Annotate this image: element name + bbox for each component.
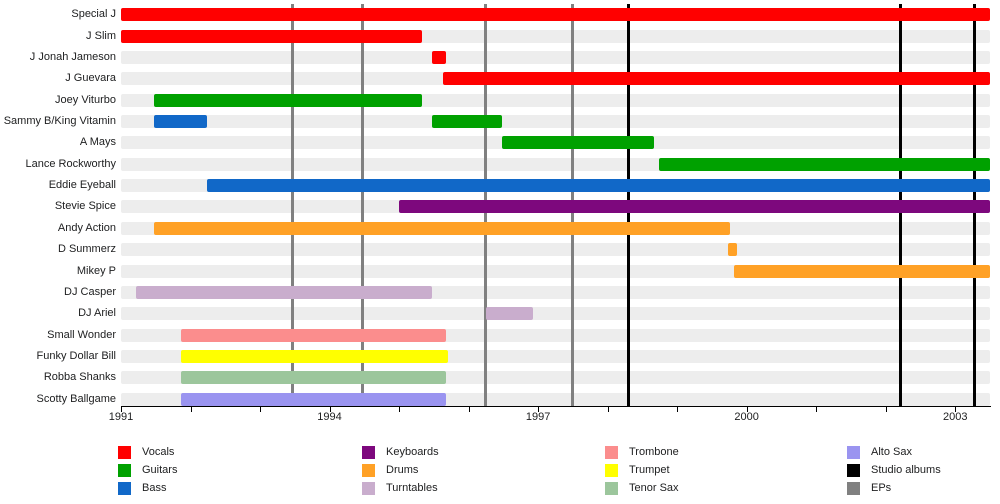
axis-tick xyxy=(885,407,887,412)
axis-tick xyxy=(816,407,818,412)
axis-tick xyxy=(538,407,540,412)
axis-tick xyxy=(260,407,262,412)
axis-tick xyxy=(121,407,122,412)
member-label-lance-rockworthy: Lance Rockworthy xyxy=(25,157,117,170)
member-label-eddie-eyeball: Eddie Eyeball xyxy=(48,179,116,192)
member-label-scotty-ballgame: Scotty Ballgame xyxy=(36,392,116,405)
timeline-bar-vocals xyxy=(121,8,990,22)
axis-tick xyxy=(399,407,401,412)
axis-tick xyxy=(746,407,748,412)
row-stripe xyxy=(121,243,990,257)
timeline-bar-drums xyxy=(727,243,737,257)
legend-swatch-vocals xyxy=(118,446,131,459)
legend-swatch-turntables xyxy=(362,482,375,495)
legend-swatch-trumpet xyxy=(605,464,618,477)
timeline-bar-alto_sax xyxy=(181,392,446,406)
axis-tick xyxy=(468,407,470,412)
member-label-joey-viturbo: Joey Viturbo xyxy=(55,93,116,106)
axis-tick xyxy=(190,407,192,412)
row-stripe xyxy=(121,50,990,64)
legend-label-keyboards: Keyboards xyxy=(386,446,439,458)
member-label-j-jonah-jameson: J Jonah Jameson xyxy=(29,50,116,63)
member-label-stevie-spice: Stevie Spice xyxy=(54,200,116,213)
legend-label-eps: EPs xyxy=(871,482,892,494)
member-label-funky-dollar-bill: Funky Dollar Bill xyxy=(36,349,116,362)
timeline-bar-guitars xyxy=(153,93,423,107)
legend-swatch-eps xyxy=(847,482,860,495)
legend-label-trumpet: Trumpet xyxy=(629,464,670,476)
axis-year-label: 1991 xyxy=(108,411,134,423)
timeline-bar-tenor_sax xyxy=(181,371,446,385)
legend-swatch-guitars xyxy=(118,464,131,477)
timeline-bar-drums xyxy=(734,264,990,278)
member-label-sammy-b-king-vitamin: Sammy B/King Vitamin xyxy=(3,114,116,127)
timeline-bar-keyboards xyxy=(399,200,990,214)
timeline-bar-guitars xyxy=(501,136,654,150)
timeline-bar-vocals xyxy=(121,29,423,43)
ep-release-line xyxy=(291,4,295,406)
timeline-bar-turntables xyxy=(136,285,433,299)
timeline-bar-drums xyxy=(153,221,730,235)
legend-label-studio-albums: Studio albums xyxy=(871,464,941,476)
legend-label-alto-sax: Alto Sax xyxy=(871,446,912,458)
legend-label-turntables: Turntables xyxy=(386,482,438,494)
member-label-dj-ariel: DJ Ariel xyxy=(78,307,116,320)
timeline-bar-guitars xyxy=(659,157,990,171)
axis-tick xyxy=(955,407,957,412)
legend-swatch-keyboards xyxy=(362,446,375,459)
timeline-bar-bass xyxy=(206,179,990,193)
member-label-j-guevara: J Guevara xyxy=(65,72,116,85)
legend-label-drums: Drums xyxy=(386,464,419,476)
ep-release-line xyxy=(360,4,364,406)
row-stripe xyxy=(121,114,990,128)
axis-tick xyxy=(607,407,609,412)
axis-year-label: 1994 xyxy=(317,411,342,423)
legend-swatch-studio-albums xyxy=(847,464,860,477)
axis-year-label: 2000 xyxy=(734,411,759,423)
member-label-dj-casper: DJ Casper xyxy=(64,285,116,298)
timeline-bar-vocals xyxy=(442,72,990,86)
member-label-mikey-p: Mikey P xyxy=(76,264,116,277)
timeline-bar-trumpet xyxy=(181,349,448,363)
axis-tick xyxy=(677,407,679,412)
legend-swatch-bass xyxy=(118,482,131,495)
legend-swatch-drums xyxy=(362,464,375,477)
member-label-special-j: Special J xyxy=(71,8,116,21)
row-stripe xyxy=(121,307,990,321)
axis-tick xyxy=(329,407,331,412)
legend-label-vocals: Vocals xyxy=(142,446,175,458)
legend-swatch-alto-sax xyxy=(847,446,860,459)
legend-label-bass: Bass xyxy=(142,482,167,494)
member-label-a-mays: A Mays xyxy=(79,136,116,149)
legend-label-trombone: Trombone xyxy=(629,446,679,458)
member-label-andy-action: Andy Action xyxy=(57,221,116,234)
timeline-bar-turntables xyxy=(485,307,534,321)
legend-label-guitars: Guitars xyxy=(142,464,178,476)
legend-swatch-tenor-sax xyxy=(605,482,618,495)
timeline-bar-vocals xyxy=(431,50,446,64)
axis-year-label: 2003 xyxy=(942,411,968,423)
member-label-j-slim: J Slim xyxy=(86,29,116,42)
axis-year-label: 1997 xyxy=(525,411,551,423)
timeline-bar-trombone xyxy=(181,328,446,342)
timeline-bar-bass xyxy=(153,114,207,128)
member-label-robba-shanks: Robba Shanks xyxy=(43,371,116,384)
member-label-d-summerz: D Summerz xyxy=(57,243,116,256)
legend-swatch-trombone xyxy=(605,446,618,459)
x-axis-line xyxy=(121,406,991,407)
timeline-bar-guitars xyxy=(431,114,502,128)
member-label-small-wonder: Small Wonder xyxy=(47,328,116,341)
legend-label-tenor-sax: Tenor Sax xyxy=(629,482,679,494)
